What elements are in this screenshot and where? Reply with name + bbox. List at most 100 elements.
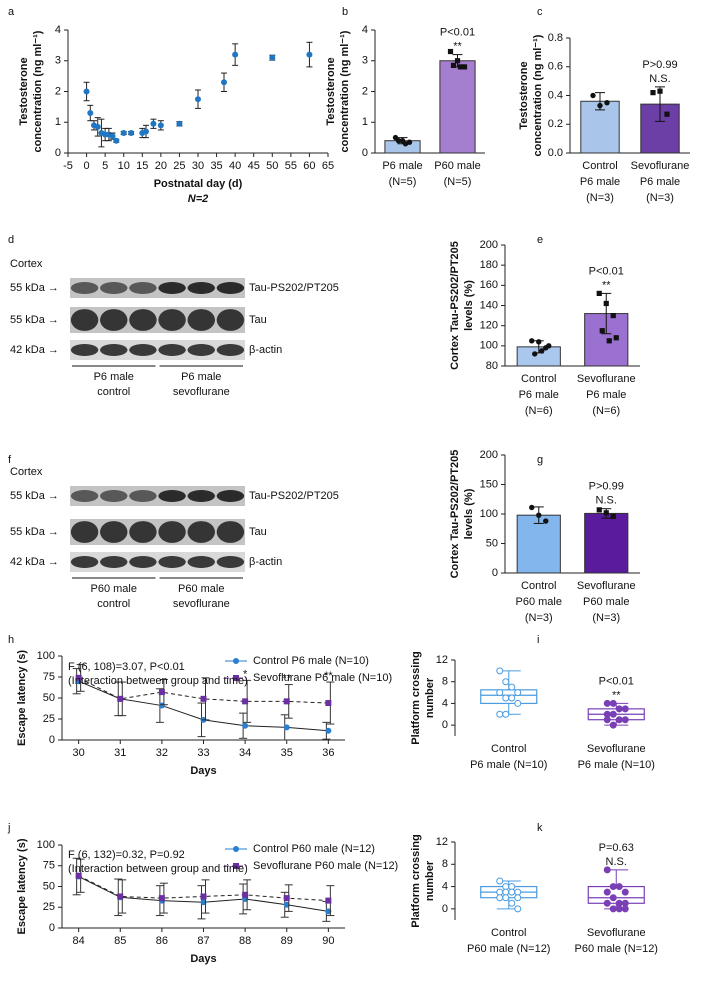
blot-band	[158, 282, 186, 294]
y-tick-label: 180	[480, 259, 498, 271]
data-point	[603, 888, 611, 896]
legend-marker	[233, 846, 239, 852]
y-tick-label: 0.4	[548, 89, 563, 101]
note: (Interaction between group and time)	[68, 675, 248, 687]
blot-band	[216, 490, 245, 502]
data-point	[650, 90, 656, 96]
data-point	[621, 705, 629, 713]
y-axis-label: Cortex Tau-PS202/PT205	[449, 450, 461, 579]
data-point	[200, 893, 207, 900]
data-point	[325, 897, 332, 904]
y-tick-label: 160	[480, 279, 498, 291]
data-point	[532, 351, 538, 357]
y-tick-label: 4	[442, 880, 448, 892]
x-tick-label: 15	[136, 160, 148, 172]
y-tick-label: 100	[37, 650, 55, 662]
data-point	[514, 894, 522, 902]
blot-region: Cortex	[10, 258, 43, 270]
data-point	[457, 64, 464, 70]
legend-label: Sevoflurane P60 male (N=12)	[253, 860, 398, 872]
data-point	[603, 510, 609, 516]
y-tick-label: 3	[362, 55, 368, 67]
y-tick-label: 0	[442, 719, 448, 731]
data-point	[402, 141, 409, 147]
data-point	[615, 883, 623, 891]
legend-marker	[233, 863, 239, 869]
y-axis-label: Escape latency (s)	[16, 650, 28, 746]
y-axis-label: levels (%)	[463, 280, 475, 331]
y-tick-label: 0	[49, 734, 55, 746]
data-point	[596, 290, 602, 296]
y-tick-label: 100	[480, 340, 498, 352]
data-point	[283, 895, 290, 902]
panel-label: d	[8, 234, 14, 246]
x-axis-label: Postnatal day (d)	[154, 178, 243, 190]
data-point	[609, 721, 617, 729]
annotation: **	[612, 689, 621, 701]
blot-band	[70, 309, 99, 331]
y-axis-label: Testosterone	[18, 57, 30, 125]
blot-band	[129, 309, 157, 331]
x-tick-label: (N=3)	[525, 612, 553, 624]
y-axis-label: Testosterone	[518, 61, 530, 129]
group-label: control	[97, 386, 130, 398]
data-point	[603, 300, 609, 307]
y-tick-label: 4	[55, 24, 61, 36]
blot-band	[187, 344, 215, 356]
data-point	[283, 698, 290, 705]
data-point	[596, 507, 602, 513]
legend-label: Control P6 male (N=10)	[253, 655, 369, 667]
group-label: P6 male	[94, 371, 134, 383]
panel-label: i	[537, 634, 539, 646]
annotation: N.S.	[649, 73, 670, 85]
bar	[516, 514, 561, 574]
y-tick-label: 50	[486, 537, 498, 549]
y-tick-label: 0	[492, 567, 498, 579]
blot-band	[216, 521, 245, 543]
blot-band	[70, 556, 99, 568]
annotation: *	[243, 668, 248, 680]
y-axis-label: number	[424, 677, 436, 718]
data-point	[539, 348, 545, 354]
data-point	[120, 130, 127, 137]
data-point	[269, 54, 276, 61]
y-axis-label: concentration (ng ml⁻¹)	[532, 34, 544, 156]
note: (Interaction between group and time)	[68, 863, 248, 875]
data-point	[603, 866, 611, 874]
blot-protein: Tau-PS202/PT205	[249, 490, 339, 502]
blot-region: Cortex	[10, 466, 43, 478]
blot-protein: Tau	[249, 314, 267, 326]
data-point	[502, 678, 510, 686]
data-point	[158, 689, 165, 696]
data-point	[610, 513, 616, 519]
x-tick-label: P6 male	[382, 160, 422, 172]
y-tick-label: 12	[436, 836, 448, 848]
y-tick-label: 12	[436, 654, 448, 666]
y-tick-label: 0	[442, 903, 448, 915]
data-point	[514, 689, 522, 697]
legend-marker	[233, 675, 239, 681]
x-tick-label: 35	[281, 747, 293, 759]
data-point	[242, 698, 249, 705]
x-tick-label: Sevoflurane	[587, 743, 646, 755]
y-tick-label: 0	[49, 922, 55, 934]
data-point	[157, 122, 164, 129]
data-point	[496, 894, 504, 902]
x-tick-label: 10	[118, 160, 130, 172]
data-point	[75, 674, 82, 681]
data-point	[604, 99, 610, 106]
blot-strip	[70, 307, 245, 333]
data-point	[508, 694, 516, 702]
data-point	[325, 727, 332, 734]
y-tick-label: 150	[480, 478, 498, 490]
group-label: P6 male	[181, 371, 221, 383]
x-axis-label: Days	[190, 765, 216, 777]
annotation: N.S.	[596, 495, 617, 507]
x-tick-label: (N=5)	[389, 176, 417, 188]
x-tick-label: 0	[84, 160, 90, 172]
panel-label: c	[537, 6, 543, 18]
blot-protein: Tau-PS202/PT205	[249, 282, 339, 294]
data-point	[609, 699, 617, 707]
data-point	[609, 883, 617, 891]
data-point	[621, 905, 629, 913]
